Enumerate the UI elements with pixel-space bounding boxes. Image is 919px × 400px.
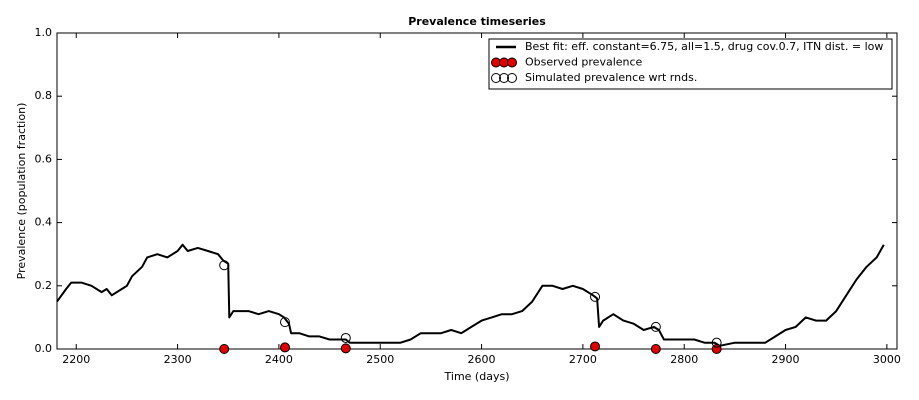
data-point: [711, 337, 722, 348]
x-tick-label: 2800: [670, 353, 698, 366]
data-point: [219, 344, 230, 354]
data-point: [219, 260, 230, 271]
chart-title: Prevalence timeseries: [408, 15, 546, 28]
x-tick-label: 2400: [265, 353, 293, 366]
legend-box: [488, 38, 893, 90]
y-tick-label: 0.8: [35, 89, 53, 102]
x-tick-label: 2300: [164, 353, 192, 366]
y-tick-label: 0.0: [35, 342, 53, 355]
legend-key: [499, 73, 509, 83]
legend-key: [491, 73, 501, 83]
x-tick-label: 2600: [468, 353, 496, 366]
plot-frame: [56, 32, 898, 350]
data-point: [279, 342, 290, 353]
legend-label: Observed prevalence: [525, 56, 643, 69]
data-point: [340, 343, 351, 354]
data-line: [56, 243, 885, 347]
data-point: [590, 291, 601, 302]
y-tick-label: 0.4: [35, 216, 53, 229]
y-tick-label: 0.2: [35, 279, 53, 292]
y-tick-label: 0.6: [35, 152, 53, 165]
legend-label: Best fit: eff. constant=6.75, all=1.5, d…: [525, 40, 883, 53]
x-tick-label: 2700: [569, 353, 597, 366]
x-axis-label: Time (days): [444, 370, 510, 383]
y-tick-label: 1.0: [35, 26, 53, 39]
y-axis-label: Prevalence (population fraction): [15, 103, 28, 280]
x-tick-label: 2900: [772, 353, 800, 366]
legend-key: [507, 57, 517, 68]
data-point: [650, 344, 661, 354]
legend-label: Simulated prevalence wrt rnds.: [525, 71, 697, 84]
data-point: [650, 321, 661, 332]
x-tick-label: 2200: [62, 353, 90, 366]
data-point: [340, 332, 351, 343]
data-point: [279, 317, 290, 328]
legend-key: [507, 73, 517, 83]
data-point: [590, 341, 601, 352]
x-tick-label: 3000: [873, 353, 901, 366]
x-tick-label: 2500: [366, 353, 394, 366]
